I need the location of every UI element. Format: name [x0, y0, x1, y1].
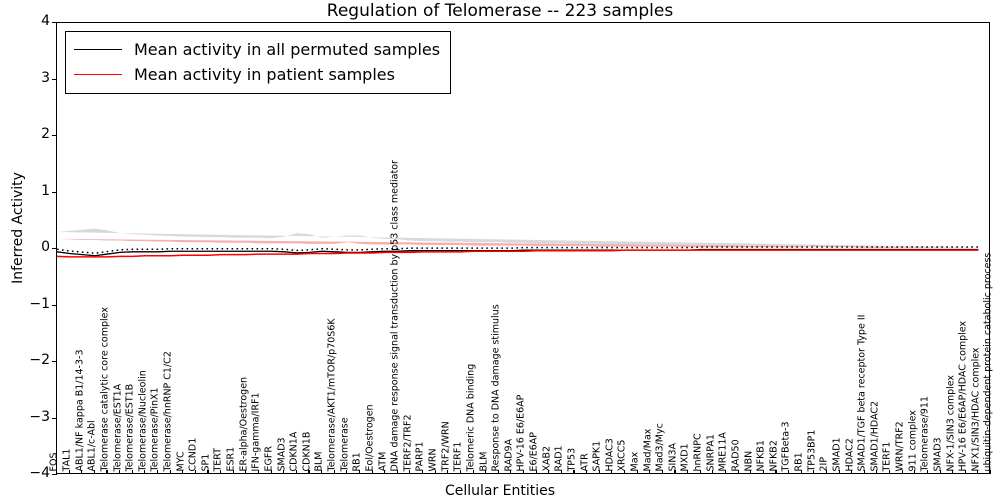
legend-item: Mean activity in all permuted samples	[74, 37, 440, 62]
legend-swatch-permuted	[74, 49, 122, 50]
legend-swatch-patient	[74, 74, 122, 75]
y-tick-label: −3	[29, 408, 50, 425]
y-tick-label: 4	[41, 13, 50, 29]
y-tick-mark	[52, 248, 57, 250]
x-axis-label: Cellular Entities	[444, 483, 556, 499]
plot-area: Mean activity in all permuted samples Me…	[56, 22, 990, 474]
legend-label-permuted: Mean activity in all permuted samples	[134, 40, 441, 59]
permuted-mean-dotted-overlay	[57, 246, 979, 254]
patient-confidence-band	[57, 238, 979, 248]
chart-title: Regulation of Telomerase -- 223 samples	[326, 1, 674, 21]
y-tick-mark	[52, 361, 57, 363]
y-tick-mark	[52, 78, 57, 80]
y-tick-label: 2	[41, 126, 50, 142]
y-tick-label: 0	[41, 239, 50, 255]
y-tick-label: −4	[29, 465, 50, 481]
y-tick-mark	[52, 474, 57, 476]
legend-label-patient: Mean activity in patient samples	[134, 65, 395, 84]
y-tick-label: 1	[41, 182, 50, 199]
legend-item: Mean activity in patient samples	[74, 62, 440, 87]
y-tick-mark	[52, 22, 57, 24]
y-tick-mark	[52, 191, 57, 193]
y-tick-mark	[52, 417, 57, 419]
y-tick-mark	[52, 304, 57, 306]
y-tick-label: −1	[29, 295, 50, 312]
plot-canvas	[57, 228, 979, 258]
y-tick-mark	[52, 135, 57, 137]
x-tick-mark	[990, 470, 992, 474]
chart-legend: Mean activity in all permuted samples Me…	[65, 31, 452, 94]
patient-mean-line	[57, 249, 979, 258]
y-tick-label: −2	[29, 352, 50, 368]
y-tick-label: 3	[41, 69, 50, 86]
